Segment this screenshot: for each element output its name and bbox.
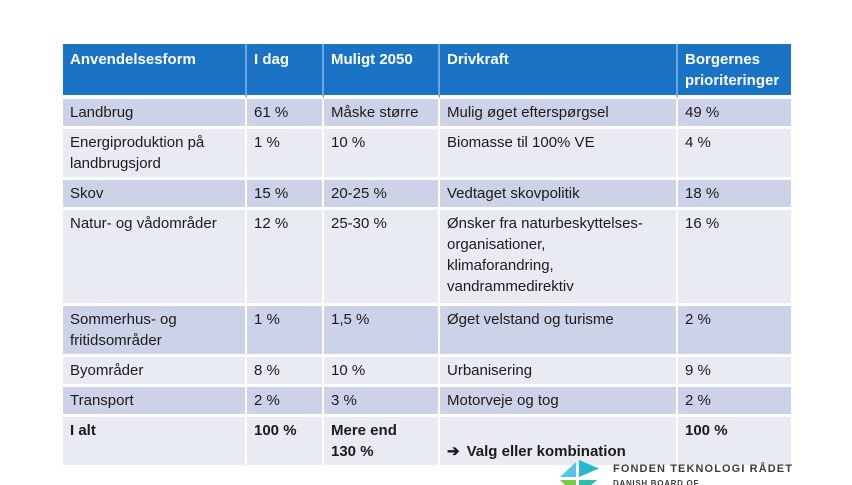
org-name: FONDEN TEKNOLOGI RÅDET [613,463,794,475]
table-row-natur-vaadomraader: Natur- og vådområder 12 % 25-30 % Ønsker… [63,210,791,306]
table-cell: Motorveje og tog [440,387,678,417]
table-cell: 1 % [247,306,324,357]
table-cell: 18 % [678,180,791,210]
table-cell: Urbanisering [440,357,678,387]
table-cell: I alt [63,417,247,468]
col-header-i-dag: I dag [247,44,324,99]
table-cell: Biomasse til 100% VE [440,129,678,180]
arrow-right-icon: ➔ [447,443,460,460]
total-choice-label: Valg eller kombination [466,443,626,460]
table-row-landbrug: Landbrug 61 % Måske større Mulig øget ef… [63,99,791,129]
footer-logo-text: FONDEN TEKNOLOGI RÅDET DANISH BOARD OF [613,458,793,485]
technology-board-logo-icon [560,460,599,485]
table-cell: Mulig øget efterspørgsel [440,99,678,129]
table-cell: 12 % [247,210,324,306]
table-row-sommerhus: Sommerhus- og fritidsområder 1 % 1,5 % Ø… [63,306,791,357]
table-row-transport: Transport 2 % 3 % Motorveje og tog 2 % [63,387,791,417]
table-cell: Vedtaget skovpolitik [440,180,678,210]
table-cell: ➔ Valg eller kombination [440,417,678,468]
table-cell: Landbrug [63,99,247,129]
col-header-anvendelsesform: Anvendelsesform [63,44,247,99]
table-header-row: Anvendelsesform I dag Muligt 2050 Drivkr… [63,44,791,99]
table-cell: 2 % [678,387,791,417]
table-cell: 100 % [247,417,324,468]
table-cell: 8 % [247,357,324,387]
table-cell: Natur- og vådområder [63,210,247,306]
table-cell: 3 % [324,387,440,417]
table-cell: 1,5 % [324,306,440,357]
table-cell: 10 % [324,129,440,180]
table-row-energiproduktion: Energiproduktion på landbrugsjord 1 % 10… [63,129,791,180]
table-cell: Transport [63,387,247,417]
table-cell: 16 % [678,210,791,306]
org-subtitle: DANISH BOARD OF [613,479,700,485]
table-cell: 25-30 % [324,210,440,306]
table-cell: Skov [63,180,247,210]
col-header-muligt-2050: Muligt 2050 [324,44,440,99]
table-cell: 49 % [678,99,791,129]
table-cell: 1 % [247,129,324,180]
table-cell: 4 % [678,129,791,180]
table-cell: 15 % [247,180,324,210]
table-cell: 20-25 % [324,180,440,210]
col-header-borgernes-prioriteringer: Borgernes prioriteringer [678,44,791,99]
footer: FONDEN TEKNOLOGI RÅDET DANISH BOARD OF [559,458,793,485]
table-cell: Byområder [63,357,247,387]
table-cell: 9 % [678,357,791,387]
table-cell: Måske større [324,99,440,129]
table-cell: 61 % [247,99,324,129]
table-row-i-alt: I alt 100 % Mere end 130 % ➔ Valg eller k… [63,417,791,468]
table-cell: 2 % [678,306,791,357]
table-cell: Sommerhus- og fritidsområder [63,306,247,357]
table-cell: Mere end 130 % [324,417,440,468]
table-cell: 2 % [247,387,324,417]
table-cell: Øget velstand og turisme [440,306,678,357]
land-use-table: Anvendelsesform I dag Muligt 2050 Drivkr… [63,44,791,468]
table-row-skov: Skov 15 % 20-25 % Vedtaget skovpolitik 1… [63,180,791,210]
table-cell: 10 % [324,357,440,387]
table-row-byomraader: Byområder 8 % 10 % Urbanisering 9 % [63,357,791,387]
table-cell: Energiproduktion på landbrugsjord [63,129,247,180]
col-header-drivkraft: Drivkraft [440,44,678,99]
table-cell: Ønsker fra naturbeskyttelses- organisati… [440,210,678,306]
table-cell: 100 % [678,417,791,468]
